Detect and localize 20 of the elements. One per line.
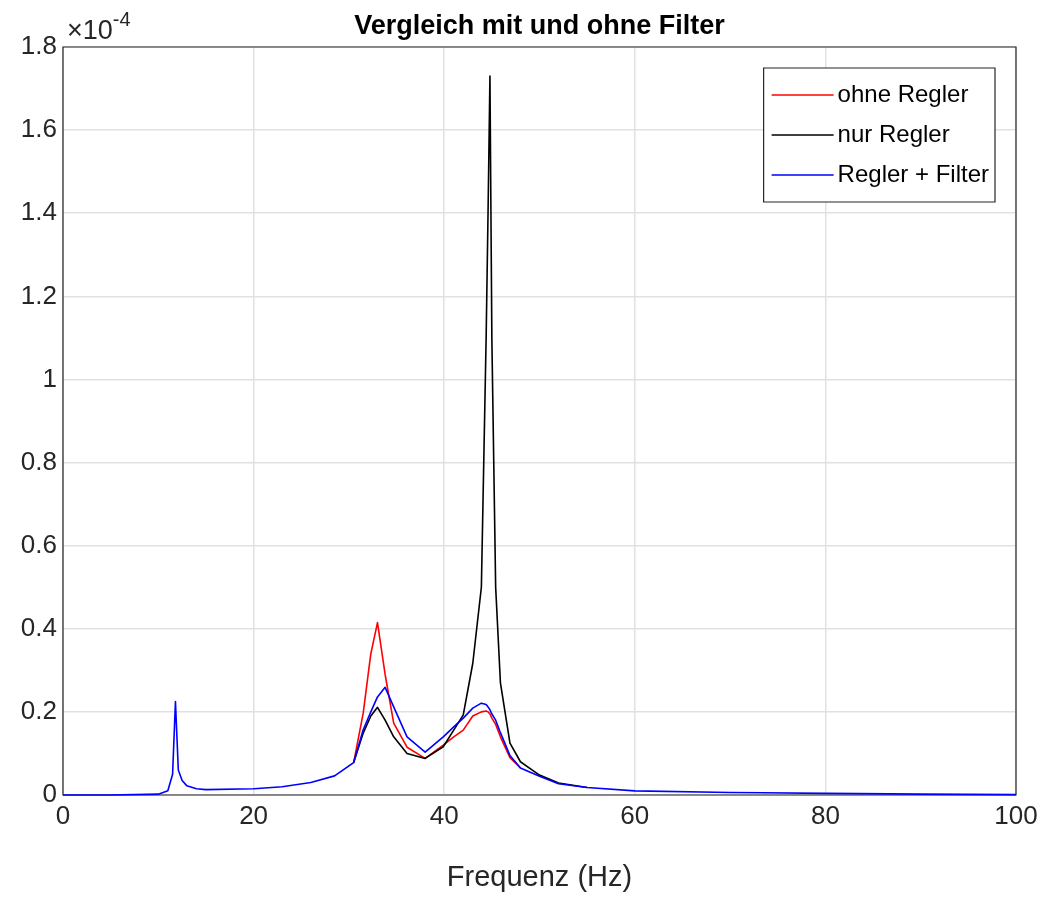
y-tick-label: 1.8: [20, 30, 57, 61]
x-tick-label: 80: [810, 799, 840, 830]
y-tick-label: 0: [42, 778, 57, 809]
legend-label: nur Regler: [837, 119, 950, 147]
y-tick-label: 0.6: [20, 528, 57, 559]
x-tick-label: 100: [994, 799, 1038, 830]
y-tick-label: 0.2: [20, 695, 57, 726]
legend-label: Regler + Filter: [837, 159, 990, 187]
y-tick-label: 0.4: [20, 611, 57, 642]
y-tick-label: 1.6: [20, 113, 57, 144]
y-tick-label: 0.8: [20, 445, 57, 476]
x-tick-label: 60: [620, 799, 650, 830]
x-tick-label: 20: [239, 799, 269, 830]
legend-label: ohne Regler: [837, 79, 969, 107]
chart-title: Vergleich mit und ohne Filter: [354, 10, 726, 40]
y-tick-label: 1: [42, 362, 57, 393]
y-tick-label: 1.4: [20, 196, 57, 227]
y-tick-label: 1.2: [20, 279, 57, 310]
x-tick-label: 40: [429, 799, 459, 830]
x-axis-title: Frequenz (Hz): [446, 859, 633, 892]
